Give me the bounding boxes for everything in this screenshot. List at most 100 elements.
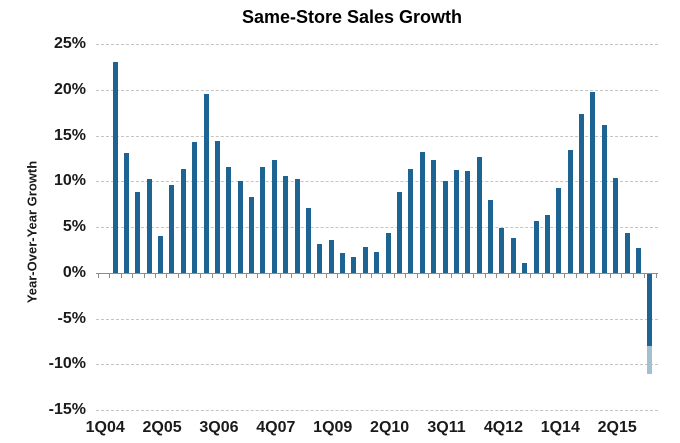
x-axis-tick xyxy=(382,273,384,278)
chart-title: Same-Store Sales Growth xyxy=(241,7,463,27)
x-axis-tick xyxy=(507,273,509,278)
bar xyxy=(453,169,459,273)
bar xyxy=(488,199,494,273)
bar xyxy=(624,232,630,273)
x-axis-line xyxy=(96,272,658,274)
x-axis-tick xyxy=(245,273,247,278)
x-axis-tick xyxy=(632,273,634,278)
bar xyxy=(613,177,619,273)
x-axis-tick xyxy=(587,273,589,278)
x-axis-tick xyxy=(257,273,259,278)
y-axis-tick-label: 0% xyxy=(62,263,86,281)
gridline xyxy=(96,90,658,91)
x-axis-tick xyxy=(655,273,657,278)
x-axis-tick xyxy=(598,273,600,278)
x-axis-tick xyxy=(132,273,134,278)
x-axis-tick xyxy=(416,273,418,278)
y-axis-tick-label: -10% xyxy=(48,355,86,373)
bar xyxy=(476,156,482,273)
x-axis-tick xyxy=(405,273,407,278)
y-axis-tick-label: 15% xyxy=(53,126,86,144)
x-axis-tick xyxy=(393,273,395,278)
x-axis-tick-label: 2Q05 xyxy=(142,419,182,436)
x-axis-tick xyxy=(450,273,452,278)
x-axis-tick xyxy=(371,273,373,278)
bar xyxy=(294,178,300,273)
bar xyxy=(283,175,289,273)
x-axis-tick-label: 2Q10 xyxy=(370,419,410,436)
bar xyxy=(305,207,311,273)
x-axis-tick xyxy=(439,273,441,278)
x-axis-tick xyxy=(234,273,236,278)
bar xyxy=(214,141,220,273)
x-axis-tick-label: 4Q12 xyxy=(483,419,523,436)
x-axis-tick-label: 3Q11 xyxy=(427,419,466,436)
gridline xyxy=(96,410,658,412)
gridline xyxy=(96,44,658,46)
x-axis-tick xyxy=(609,273,611,278)
bar xyxy=(499,228,505,273)
bar xyxy=(397,192,402,273)
bar xyxy=(544,215,550,273)
bar xyxy=(385,232,391,273)
bar xyxy=(590,91,596,273)
bar xyxy=(158,236,164,273)
y-axis-tick-label: 25% xyxy=(53,35,86,53)
gridline xyxy=(96,227,658,229)
x-axis-tick xyxy=(177,273,179,278)
x-axis-tick xyxy=(109,273,111,278)
x-axis-tick xyxy=(291,273,293,278)
x-axis-tick xyxy=(120,273,122,278)
x-axis-tick-label: 2Q15 xyxy=(597,419,637,436)
bar xyxy=(579,113,585,273)
bar xyxy=(522,262,528,273)
x-axis-tick xyxy=(553,273,555,278)
bar xyxy=(260,166,266,273)
x-axis-tick-label: 4Q07 xyxy=(256,419,296,436)
x-axis-tick xyxy=(462,273,464,278)
bar-negative-solid-segment xyxy=(647,273,653,347)
x-axis-tick xyxy=(325,273,327,278)
x-axis-tick xyxy=(280,273,282,278)
y-axis-tick-label: 10% xyxy=(53,172,86,190)
x-axis-tick xyxy=(223,273,225,278)
x-axis-tick xyxy=(518,273,520,278)
bar xyxy=(249,196,255,273)
bar xyxy=(362,247,368,273)
x-axis-tick xyxy=(496,273,498,278)
bar xyxy=(408,168,414,273)
x-axis-tick xyxy=(211,273,213,278)
x-axis-tick-label: 1Q09 xyxy=(313,419,353,436)
x-axis-tick xyxy=(302,273,304,278)
bar xyxy=(180,168,186,273)
bar xyxy=(192,142,198,273)
bar-negative-light-segment xyxy=(647,346,653,375)
x-axis-tick xyxy=(336,273,338,278)
bar xyxy=(237,180,243,273)
bar xyxy=(351,257,357,273)
x-axis-tick xyxy=(473,273,475,278)
bar xyxy=(169,185,175,273)
x-axis-tick xyxy=(564,273,566,278)
x-axis-tick xyxy=(268,273,270,278)
bar xyxy=(203,93,209,273)
bar xyxy=(135,191,141,273)
bar xyxy=(146,178,152,273)
bar xyxy=(442,180,448,273)
bar xyxy=(635,248,641,273)
bar xyxy=(533,220,539,273)
x-axis-tick xyxy=(575,273,577,278)
y-axis-tick-label: 5% xyxy=(62,218,86,236)
bar xyxy=(556,187,562,273)
x-axis-tick xyxy=(644,273,646,278)
x-axis-tick-label: 1Q04 xyxy=(85,419,125,436)
bar xyxy=(567,150,573,273)
x-axis-tick-label: 1Q14 xyxy=(540,419,580,436)
bar xyxy=(340,252,346,273)
bar xyxy=(226,166,232,273)
bar xyxy=(271,159,277,273)
gridline xyxy=(96,135,658,137)
bar xyxy=(419,152,425,273)
x-axis-tick xyxy=(98,273,99,278)
